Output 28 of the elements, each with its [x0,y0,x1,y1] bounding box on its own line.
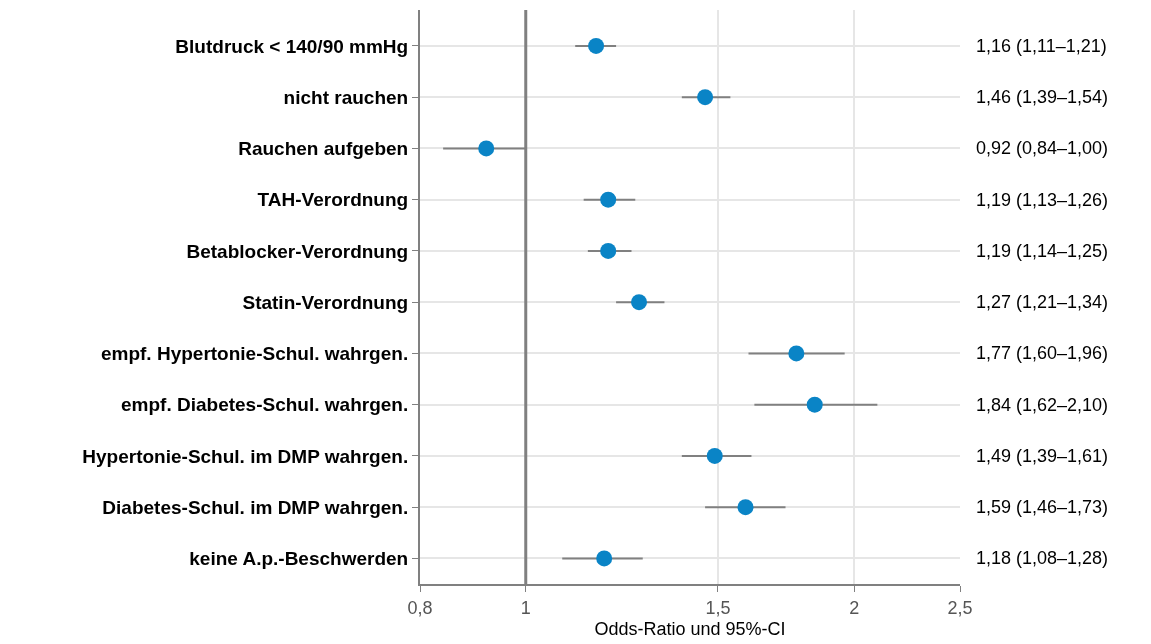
data-label: 1,46 (1,39–1,54) [976,87,1109,107]
data-label: 1,27 (1,21–1,34) [976,292,1109,312]
data-label: 1,16 (1,11–1,21) [976,36,1107,56]
x-axis-title: Odds-Ratio und 95%-CI [594,619,786,640]
data-label: 1,59 (1,46–1,73) [976,497,1109,517]
y-tick-label: nicht rauchen [283,86,409,108]
y-tick-label: keine A.p.-Beschwerden [189,548,409,570]
y-tick-label: Rauchen aufgeben [238,138,409,160]
y-tick-label: Blutdruck < 140/90 mmHg [175,35,409,57]
data-label: 1,19 (1,13–1,26) [976,190,1109,210]
y-tick-label: Betablocker-Verordnung [186,240,409,262]
data-label: 1,49 (1,39–1,61) [976,446,1109,466]
y-tick-label: empf. Diabetes-Schul. wahrgen. [121,394,409,416]
y-tick-label: Hypertonie-Schul. im DMP wahrgen. [82,445,409,467]
y-tick-label: TAH-Verordnung [257,189,409,211]
x-tick-label: 0,8 [407,597,433,618]
data-label: 0,92 (0,84–1,00) [976,138,1109,158]
data-label: 1,77 (1,60–1,96) [976,343,1109,363]
x-tick-label: 2 [849,597,860,618]
y-tick-label: empf. Hypertonie-Schul. wahrgen. [100,343,409,365]
x-tick-label: 1 [520,597,531,618]
x-tick-label: 2,5 [947,597,973,618]
data-label: 1,18 (1,08–1,28) [976,548,1109,568]
data-label: 1,84 (1,62–2,10) [976,395,1109,415]
y-tick-label: Diabetes-Schul. im DMP wahrgen. [102,496,409,518]
y-tick-label: Statin-Verordnung [242,291,409,313]
x-tick-label: 1,5 [705,597,731,618]
data-label: 1,19 (1,14–1,25) [976,241,1109,261]
